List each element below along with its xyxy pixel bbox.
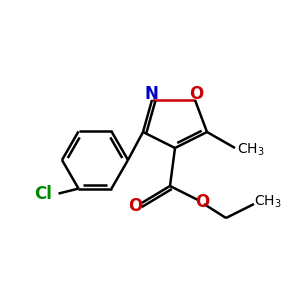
Text: CH$_3$: CH$_3$ — [254, 194, 282, 210]
Text: O: O — [189, 85, 203, 103]
Text: O: O — [195, 193, 209, 211]
Text: CH$_3$: CH$_3$ — [237, 142, 265, 158]
Text: O: O — [128, 197, 142, 215]
Text: N: N — [144, 85, 158, 103]
Text: Cl: Cl — [34, 184, 52, 202]
